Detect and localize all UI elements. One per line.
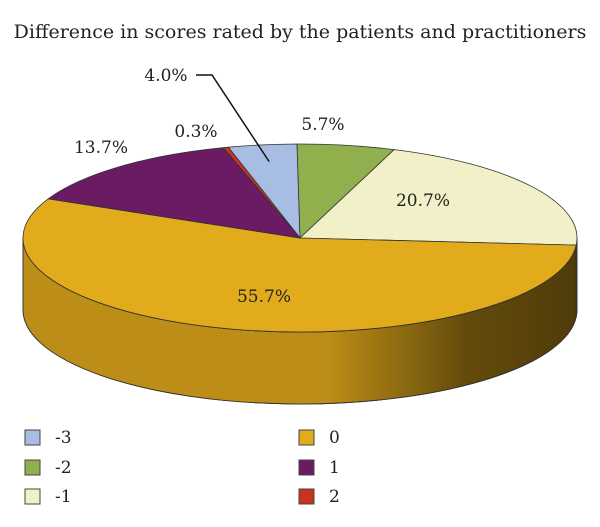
- legend-label--1: -1: [55, 487, 72, 507]
- chart-title: Difference in scores rated by the patien…: [14, 21, 587, 43]
- legend-swatch--1: [24, 488, 41, 505]
- pie-slice--1: [299, 149, 578, 246]
- legend-swatch-1: [298, 459, 315, 476]
- pie-slice-2: [222, 146, 301, 239]
- legend-label-2: 2: [329, 487, 340, 507]
- legend-swatch-0: [298, 429, 315, 446]
- data-label--1: 20.7%: [396, 191, 450, 211]
- data-label-1: 13.7%: [74, 138, 128, 158]
- pie-slice-0: [22, 198, 577, 333]
- legend-label--3: -3: [55, 428, 72, 448]
- legend-swatch--2: [24, 459, 41, 476]
- legend-label-0: 0: [329, 428, 340, 448]
- legend-label-1: 1: [329, 458, 340, 478]
- data-label--3: 4.0%: [144, 66, 187, 86]
- pie-slice-1: [47, 147, 302, 239]
- data-label-2: 0.3%: [174, 122, 217, 142]
- legend-swatch-2: [298, 488, 315, 505]
- pie-slices: [22, 143, 578, 333]
- data-label--2: 5.7%: [301, 115, 344, 135]
- legend: -3 -2 -1 0 1 2: [24, 428, 340, 507]
- data-label-0: 55.7%: [237, 287, 291, 307]
- legend-swatch--3: [24, 429, 41, 446]
- legend-label--2: -2: [55, 458, 72, 478]
- leader-line--3: [196, 74, 270, 163]
- pie-labels: 4.0% 5.7% 20.7% 55.7% 13.7% 0.3%: [74, 66, 450, 307]
